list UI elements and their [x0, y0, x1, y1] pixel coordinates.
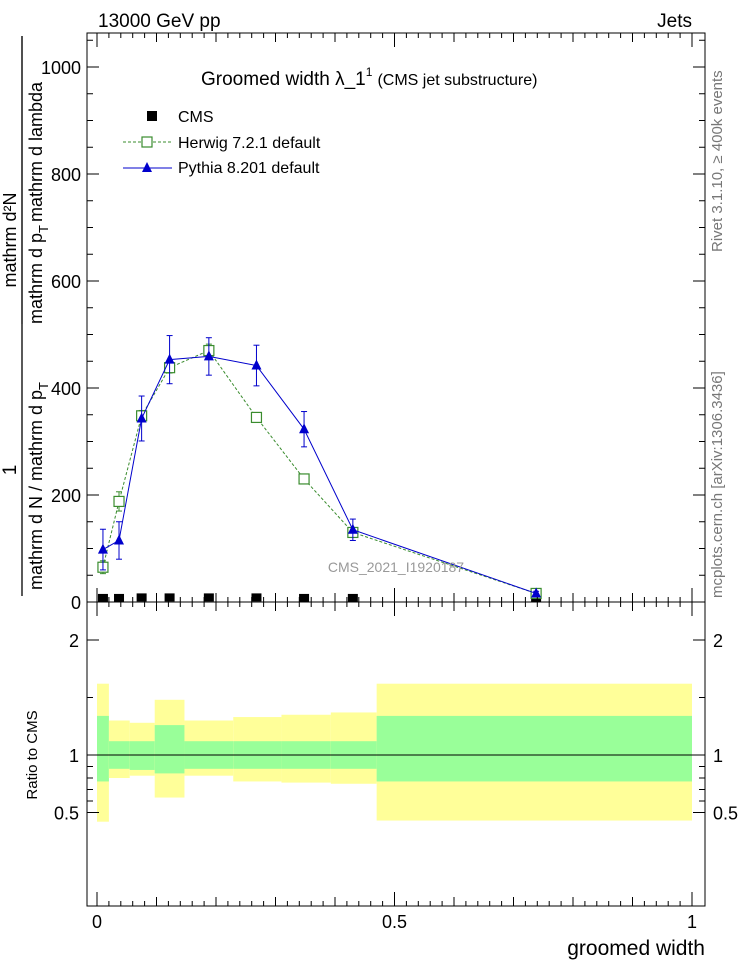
- ratio-tick-label: 0.5: [54, 804, 79, 824]
- data-point: [531, 587, 542, 598]
- data-point: [299, 423, 310, 434]
- legend-pythia-marker: [142, 162, 152, 172]
- axes: 0 200 400 600 800 1000 0.5 0.5 1 1 2 2 0 0.5 1: [41, 33, 738, 932]
- main-ylabel-denominator: mathrm d N / mathrm d pT: [26, 382, 51, 590]
- ratio-tick-label-right: 2: [713, 631, 723, 651]
- chart-title-main: Groomed width λ_1: [201, 69, 366, 90]
- data-point: [251, 593, 262, 602]
- header-left: 13000 GeV pp: [98, 11, 221, 32]
- y-tick-label: 800: [51, 165, 81, 185]
- x-tick-label: 0.5: [382, 912, 407, 932]
- data-point: [114, 593, 125, 602]
- main-ylabel-inner-den: mathrm d pTmathrm d lambda: [26, 81, 51, 324]
- data-point: [250, 411, 263, 424]
- ratio-plot: [87, 683, 705, 822]
- ratio-tick-label: 1: [69, 746, 79, 766]
- x-tick-label: 0: [92, 912, 102, 932]
- legend-herwig-marker: [141, 136, 153, 148]
- chart-subtitle: (CMS jet substructure): [377, 72, 537, 89]
- main-plot: [97, 335, 542, 603]
- legend: CMS Herwig 7.2.1 default Pythia 8.201 de…: [123, 109, 321, 177]
- y-tick-label: 0: [71, 593, 81, 613]
- ratio-ylabel: Ratio to CMS: [24, 710, 41, 799]
- ratio-inner-band: [97, 715, 109, 782]
- rivet-label: Rivet 3.1.10, ≥ 400k events: [709, 70, 726, 252]
- data-point: [299, 593, 310, 602]
- data-point: [136, 412, 147, 423]
- ratio-inner-band: [154, 725, 185, 774]
- data-point: [97, 593, 108, 602]
- x-axis-label: groomed width: [567, 937, 705, 960]
- ratio-tick-label: 2: [69, 631, 79, 651]
- watermark: CMS_2021_I1920187: [328, 559, 464, 575]
- legend-cms-label: CMS: [178, 109, 214, 126]
- ratio-tick-label-right: 0.5: [713, 804, 738, 824]
- data-point: [347, 593, 358, 602]
- ylabel-inner-den-a: mathrm d p: [26, 233, 46, 324]
- data-point: [251, 359, 262, 370]
- chart-title: Groomed width λ_11 (CMS jet substructure): [201, 65, 537, 90]
- main-ylabel-inner-num: mathrm d²N: [0, 192, 20, 287]
- data-point: [347, 523, 358, 534]
- series-line: [102, 355, 537, 594]
- ratio-inner-band: [129, 741, 155, 770]
- ratio-tick-label-right: 1: [713, 746, 723, 766]
- y-tick-label: 400: [51, 379, 81, 399]
- data-point: [164, 353, 175, 364]
- data-point: [136, 593, 147, 602]
- ylabel-den-text: mathrm d N / mathrm d p: [26, 390, 46, 590]
- series-line: [102, 349, 537, 594]
- main-ylabel: 1 mathrm d N / mathrm d pT mathrm d²N ma…: [0, 36, 51, 596]
- y-tick-label: 200: [51, 486, 81, 506]
- chart-title-sup: 1: [366, 65, 373, 79]
- x-tick-label: 1: [687, 912, 697, 932]
- ylabel-inner-den-b: mathrm d lambda: [26, 81, 46, 222]
- mcplots-label: mcplots.cern.ch [arXiv:1306.3436]: [709, 371, 726, 598]
- legend-herwig-label: Herwig 7.2.1 default: [178, 135, 321, 152]
- legend-cms-marker: [147, 111, 157, 121]
- main-ylabel-numerator: 1: [0, 465, 21, 476]
- data-point: [203, 350, 214, 361]
- ylabel-inner-den-sub: T: [36, 225, 51, 233]
- data-point: [203, 593, 214, 602]
- ratio-inner-band: [376, 715, 692, 782]
- y-tick-label: 600: [51, 272, 81, 292]
- ylabel-den-sub: T: [36, 382, 51, 390]
- ratio-frame: [86, 601, 706, 907]
- data-point: [97, 543, 108, 554]
- legend-pythia-label: Pythia 8.201 default: [178, 160, 320, 177]
- y-tick-label: 1000: [41, 58, 81, 78]
- header-right: Jets: [657, 11, 692, 32]
- data-point: [164, 593, 175, 602]
- data-point: [114, 534, 125, 545]
- data-point: [298, 473, 310, 485]
- data-point: [113, 495, 125, 508]
